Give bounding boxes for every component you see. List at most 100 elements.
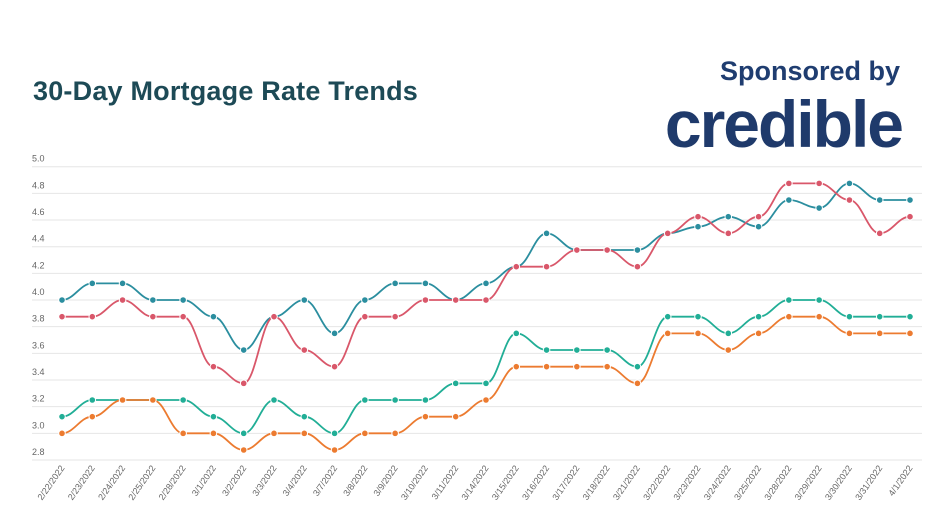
x-tick-label: 3/8/2022: [341, 463, 369, 497]
data-point: [633, 362, 642, 371]
x-tick-label: 3/17/2022: [550, 463, 581, 502]
data-point: [845, 329, 854, 338]
data-point: [875, 329, 884, 338]
x-tick-label: 3/7/2022: [311, 463, 339, 497]
data-point: [663, 312, 672, 321]
data-point: [179, 312, 187, 321]
data-point: [785, 179, 793, 188]
data-point: [724, 329, 733, 338]
data-point: [361, 429, 369, 438]
x-tick-label: 3/24/2022: [702, 463, 733, 502]
data-point: [300, 346, 309, 354]
data-point: [88, 279, 97, 288]
data-point: [421, 412, 430, 421]
data-point: [58, 312, 66, 321]
x-tick-label: 2/28/2022: [157, 463, 188, 502]
data-point: [694, 212, 702, 221]
y-tick-label: 4.6: [32, 207, 45, 217]
data-point: [875, 229, 884, 238]
x-tick-label: 3/22/2022: [641, 463, 672, 502]
data-point: [845, 179, 854, 188]
data-point: [361, 296, 369, 304]
data-point: [815, 296, 823, 304]
y-tick-label: 5.0: [32, 154, 45, 164]
y-tick-label: 3.0: [32, 420, 45, 430]
x-tick-label: 3/11/2022: [430, 463, 461, 501]
x-tick-label: 3/30/2022: [823, 463, 854, 502]
data-point: [754, 329, 763, 338]
data-point: [633, 379, 642, 388]
data-point: [603, 246, 611, 254]
x-tick-label: 2/22/2022: [35, 463, 66, 502]
data-point: [451, 412, 460, 421]
x-tick-label: 3/18/2022: [581, 463, 612, 502]
x-tick-label: 3/21/2022: [611, 463, 642, 502]
data-point: [451, 296, 460, 304]
data-point: [179, 296, 187, 304]
data-point: [512, 362, 521, 371]
data-point: [542, 229, 551, 238]
x-tick-label: 3/15/2022: [490, 463, 521, 502]
data-point: [573, 346, 581, 354]
y-tick-label: 3.4: [32, 367, 45, 377]
data-point: [179, 396, 187, 404]
data-point: [542, 362, 551, 371]
data-point: [270, 429, 278, 438]
data-point: [361, 396, 369, 404]
data-point: [58, 296, 66, 304]
data-point: [58, 412, 66, 421]
data-point: [300, 429, 309, 438]
data-point: [906, 312, 914, 321]
data-point: [512, 262, 521, 271]
y-tick-label: 3.6: [32, 340, 45, 350]
data-point: [391, 312, 399, 321]
data-point: [391, 279, 399, 288]
y-tick-label: 2.8: [32, 447, 45, 457]
data-point: [391, 396, 399, 404]
data-point: [118, 279, 127, 288]
x-tick-label: 3/2/2022: [220, 463, 248, 497]
data-point: [542, 346, 551, 354]
data-point: [88, 412, 97, 421]
data-point: [815, 312, 823, 321]
data-point: [421, 279, 430, 288]
x-tick-label: 3/29/2022: [793, 463, 824, 502]
data-point: [694, 312, 702, 321]
data-point: [270, 312, 278, 321]
data-point: [118, 396, 127, 404]
data-point: [482, 379, 490, 388]
x-tick-label: 3/3/2022: [250, 463, 278, 497]
data-point: [724, 229, 733, 238]
data-point: [906, 329, 914, 338]
data-point: [330, 362, 339, 371]
data-point: [542, 262, 551, 271]
data-point: [179, 429, 187, 438]
x-tick-label: 3/10/2022: [399, 463, 430, 502]
x-tick-label: 3/31/2022: [853, 463, 884, 502]
data-point: [209, 362, 218, 371]
y-tick-label: 4.2: [32, 260, 45, 270]
data-point: [603, 346, 611, 354]
data-point: [239, 429, 248, 438]
data-point: [875, 196, 884, 204]
data-point: [451, 379, 460, 388]
y-tick-label: 3.2: [32, 394, 45, 404]
data-point: [845, 312, 854, 321]
data-point: [845, 196, 854, 204]
data-point: [633, 262, 642, 271]
data-point: [58, 429, 66, 438]
data-point: [875, 312, 884, 321]
x-tick-label: 3/1/2022: [190, 463, 218, 497]
data-point: [361, 312, 369, 321]
data-point: [330, 429, 339, 438]
data-point: [330, 446, 339, 454]
chart-title: 30-Day Mortgage Rate Trends: [33, 76, 419, 106]
data-point: [694, 222, 702, 231]
data-point: [88, 396, 97, 404]
x-tick-label: 3/23/2022: [671, 463, 702, 502]
data-point: [239, 446, 248, 454]
data-point: [209, 312, 218, 321]
data-point: [694, 329, 702, 338]
x-tick-label: 3/4/2022: [281, 463, 309, 497]
data-point: [421, 296, 430, 304]
